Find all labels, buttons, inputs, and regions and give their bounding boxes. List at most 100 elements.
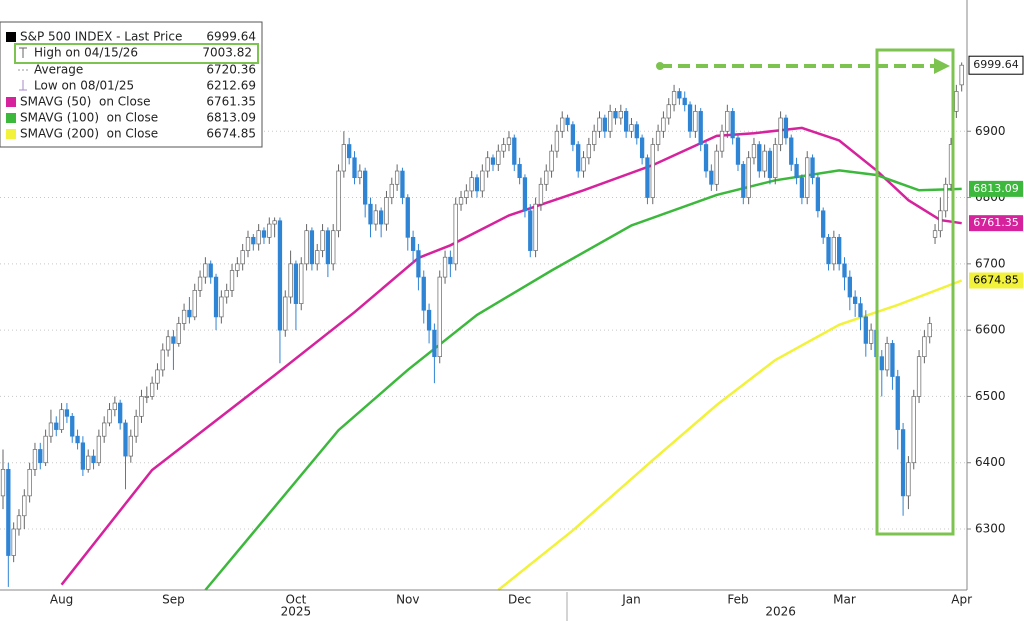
candle-body bbox=[22, 495, 27, 517]
candle-body bbox=[581, 157, 586, 172]
legend-value: 7003.82 bbox=[202, 46, 252, 60]
candle-body bbox=[703, 144, 709, 172]
candle-body bbox=[586, 144, 592, 159]
legend-label: S&P 500 INDEX - Last Price bbox=[20, 30, 182, 44]
legend-label: SMAVG (50) on Close bbox=[20, 95, 150, 109]
candle-body bbox=[805, 157, 810, 198]
candle-body bbox=[309, 230, 315, 265]
candle-body bbox=[709, 170, 714, 185]
candle-body bbox=[240, 250, 245, 265]
candle-body bbox=[43, 435, 48, 464]
candle-body bbox=[634, 124, 639, 139]
candle-body bbox=[560, 117, 565, 132]
x-tick-label: Aug bbox=[50, 593, 73, 607]
x-tick-label: Mar bbox=[833, 593, 856, 607]
candle-body bbox=[954, 91, 959, 112]
candle-body bbox=[453, 203, 458, 265]
candle-body bbox=[102, 422, 107, 437]
highlight-box bbox=[875, 48, 955, 536]
candle-body bbox=[512, 137, 517, 165]
candle-body bbox=[863, 316, 868, 344]
candle-body bbox=[757, 144, 762, 172]
legend-swatch bbox=[6, 129, 16, 139]
candle-body bbox=[884, 343, 890, 371]
candle-body bbox=[299, 263, 304, 304]
legend-swatch bbox=[6, 32, 16, 42]
candle-body bbox=[181, 309, 187, 324]
candle-body bbox=[746, 157, 751, 198]
candle-body bbox=[783, 117, 789, 139]
candle-body bbox=[938, 210, 943, 232]
candle-body bbox=[474, 177, 480, 192]
candle-body bbox=[229, 270, 235, 291]
candle-body bbox=[618, 111, 623, 119]
candle-body bbox=[160, 349, 165, 371]
candle-body bbox=[538, 183, 544, 205]
candle-body bbox=[906, 462, 911, 497]
legend-icon bbox=[19, 80, 27, 91]
candle-body bbox=[432, 329, 437, 358]
candle-body bbox=[75, 435, 80, 444]
candle-body bbox=[261, 230, 267, 238]
price-badge bbox=[969, 272, 1023, 289]
candle-body bbox=[890, 343, 895, 377]
legend-label: SMAVG (200) on Close bbox=[20, 127, 158, 141]
candle-body bbox=[373, 210, 378, 225]
x-tick-label: Apr bbox=[951, 593, 972, 607]
candle-body bbox=[86, 455, 91, 470]
candle-body bbox=[943, 183, 948, 212]
candle-body bbox=[544, 170, 549, 185]
candle-body bbox=[655, 130, 661, 145]
candle-body bbox=[139, 396, 144, 417]
candle-body bbox=[133, 415, 139, 437]
candle-body bbox=[416, 250, 421, 278]
x-tick-label: Nov bbox=[396, 593, 419, 607]
candles bbox=[0, 62, 964, 587]
candle-body bbox=[639, 137, 645, 159]
candle-body bbox=[570, 124, 576, 145]
candle-body bbox=[496, 150, 501, 165]
candle-body bbox=[325, 230, 331, 265]
candle-body bbox=[48, 422, 54, 437]
candle-body bbox=[165, 336, 171, 351]
arrow-head bbox=[934, 58, 950, 74]
legend-box bbox=[0, 21, 263, 148]
candle-body bbox=[171, 336, 176, 344]
candle-body bbox=[714, 150, 719, 185]
candle-body bbox=[315, 250, 320, 265]
legend-swatch bbox=[6, 113, 16, 123]
candle-body bbox=[464, 190, 469, 198]
candle-body bbox=[794, 164, 799, 179]
candle-body bbox=[602, 117, 607, 132]
candle-body bbox=[900, 429, 906, 497]
candle-body bbox=[810, 157, 815, 179]
candle-body bbox=[410, 236, 416, 251]
y-tick-label: 6600 bbox=[975, 323, 1006, 337]
price-badge-label: 6999.64 bbox=[973, 58, 1019, 71]
legend-value: 6674.85 bbox=[206, 127, 256, 141]
arrow-start bbox=[656, 62, 664, 70]
candle-body bbox=[448, 256, 453, 265]
candle-body bbox=[469, 177, 474, 192]
legend-highlight bbox=[14, 43, 259, 64]
candle-body bbox=[528, 210, 533, 251]
candle-body bbox=[682, 97, 687, 106]
candle-body bbox=[565, 117, 570, 125]
candle-body bbox=[799, 177, 805, 198]
x-tick-label: Sep bbox=[162, 593, 185, 607]
legend-icon bbox=[19, 47, 27, 58]
candle-body bbox=[671, 91, 677, 106]
candle-body bbox=[847, 276, 852, 298]
candle-body bbox=[826, 236, 831, 265]
candle-body bbox=[352, 157, 357, 179]
y-tick-label: 6900 bbox=[975, 124, 1006, 138]
candle-body bbox=[112, 402, 117, 411]
candle-body bbox=[389, 183, 394, 198]
candle-body bbox=[27, 468, 32, 497]
candle-body bbox=[517, 164, 522, 179]
candle-body bbox=[11, 528, 16, 556]
year-label: 2025 bbox=[281, 605, 312, 619]
candle-body bbox=[592, 130, 597, 145]
candle-body bbox=[384, 197, 389, 225]
candle-body bbox=[858, 303, 863, 318]
